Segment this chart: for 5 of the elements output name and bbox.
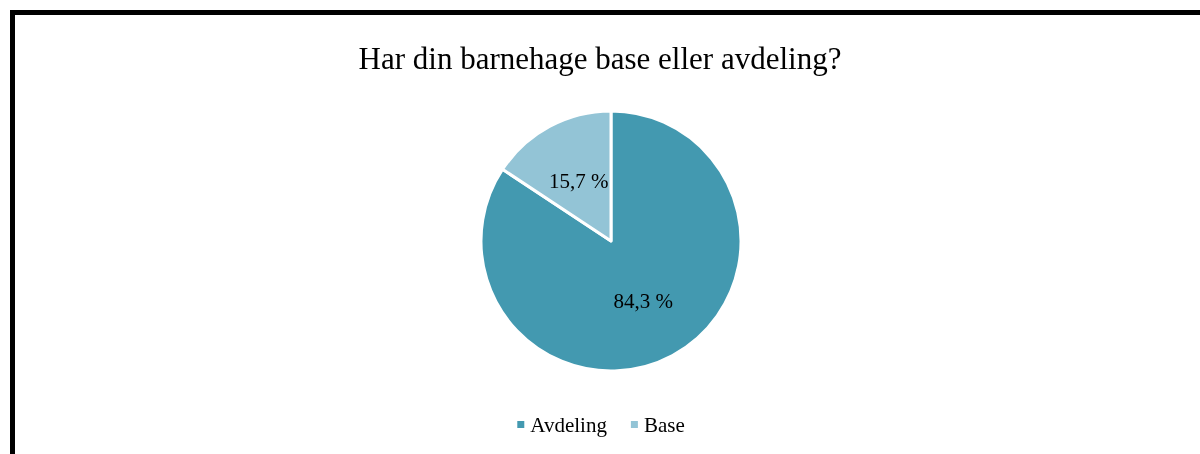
data-label: 15,7 % <box>549 169 609 194</box>
data-label: 84,3 % <box>613 288 673 313</box>
legend-label: Avdeling <box>530 412 608 437</box>
legend-label: Base <box>643 412 685 437</box>
chart-title: Har din barnehage base eller avdeling? <box>358 41 842 76</box>
